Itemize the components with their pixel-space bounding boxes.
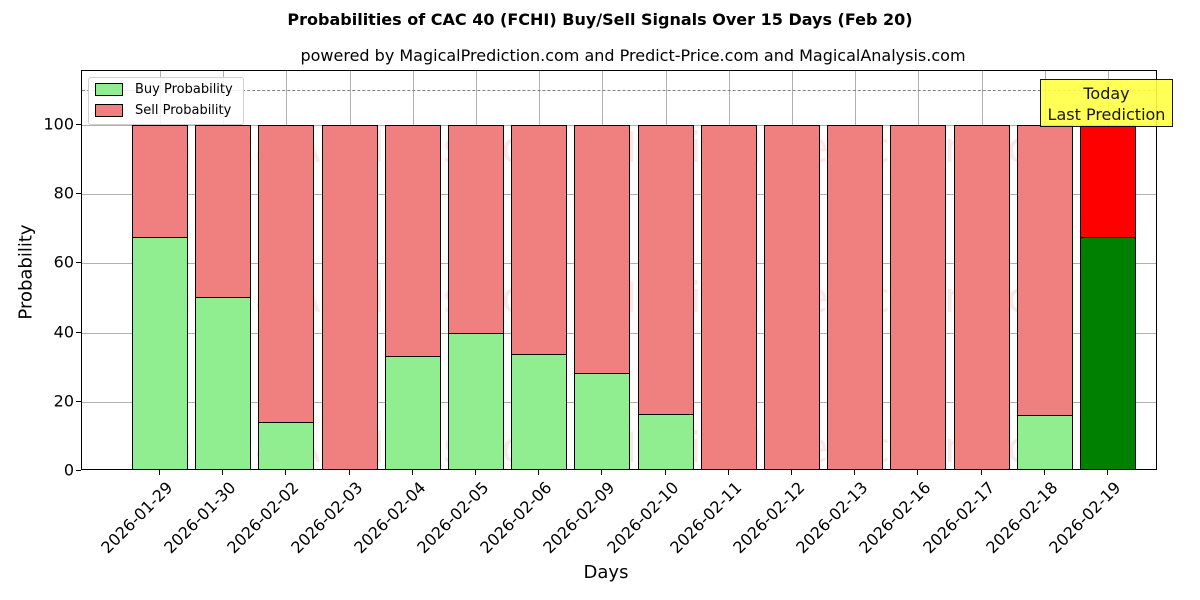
bar-2026-02-19 (1080, 71, 1136, 469)
sell-segment (511, 125, 568, 356)
x-tick-mark (1043, 470, 1045, 475)
x-tick-mark (222, 470, 224, 475)
y-tick-mark (76, 470, 81, 471)
y-tick-label: 0 (63, 460, 74, 480)
x-tick-mark (854, 470, 856, 475)
bar-2026-01-29 (132, 71, 188, 469)
plot-area: MagicalAnalysis.comMagicalPrediction.com… (81, 70, 1157, 470)
chart-subtitle: powered by MagicalPrediction.com and Pre… (300, 46, 966, 65)
annotation-line-2: Last Prediction (1047, 105, 1166, 124)
sell-segment (700, 125, 757, 469)
legend: Buy Probability Sell Probability (88, 77, 244, 125)
sell-segment (953, 125, 1010, 469)
bar-2026-02-05 (448, 71, 504, 469)
x-tick-mark (601, 470, 603, 475)
x-tick-mark (791, 470, 792, 475)
x-tick-mark (285, 470, 287, 475)
sell-segment (384, 125, 441, 358)
x-tick-mark (664, 470, 666, 475)
bar-2026-02-02 (258, 71, 315, 469)
x-tick-mark (475, 470, 476, 475)
y-tick-mark (76, 193, 81, 195)
x-tick-mark (159, 470, 160, 475)
y-tick-label: 80 (53, 183, 74, 203)
legend-label-sell: Sell Probability (135, 103, 232, 118)
legend-item-sell: Sell Probability (95, 103, 231, 118)
bar-2026-02-16 (890, 71, 947, 469)
buy-swatch-icon (95, 83, 123, 96)
y-tick-label: 60 (53, 252, 74, 272)
buy-segment (448, 332, 504, 469)
bar-2026-01-30 (195, 71, 252, 469)
buy-segment (1016, 414, 1073, 469)
sell-segment (1080, 125, 1136, 239)
sell-segment (448, 125, 504, 334)
buy-segment (637, 413, 694, 469)
today-annotation: Today Last Prediction (1040, 79, 1173, 127)
x-axis-label: Days (583, 562, 629, 583)
reference-line (82, 90, 1156, 92)
sell-segment (827, 125, 884, 469)
x-tick-mark (1107, 470, 1108, 475)
y-tick-mark (76, 400, 81, 402)
buy-segment (384, 356, 441, 469)
chart-title: Probabilities of CAC 40 (FCHI) Buy/Sell … (287, 10, 913, 29)
sell-segment (890, 125, 947, 469)
y-tick-label: 100 (43, 114, 74, 134)
bar-2026-02-03 (321, 71, 378, 469)
x-tick-mark (917, 470, 919, 475)
x-tick-mark (980, 470, 982, 475)
y-tick-label: 20 (53, 391, 74, 411)
bar-2026-02-11 (700, 71, 757, 469)
bar-2026-02-04 (384, 71, 441, 469)
buy-segment (574, 373, 631, 469)
x-tick-mark (348, 470, 350, 475)
legend-item-buy: Buy Probability (95, 82, 233, 97)
bar-2026-02-10 (637, 71, 694, 469)
sell-segment (764, 125, 820, 469)
x-tick-mark (727, 470, 729, 475)
sell-segment (1016, 125, 1073, 416)
x-tick-mark (411, 470, 413, 475)
bar-2026-02-06 (511, 71, 568, 469)
buy-segment (258, 421, 315, 469)
bar-2026-02-17 (953, 71, 1010, 469)
sell-segment (258, 125, 315, 423)
buy-segment (195, 296, 252, 469)
buy-segment (511, 354, 568, 469)
legend-label-buy: Buy Probability (135, 82, 233, 97)
bar-2026-02-13 (827, 71, 884, 469)
y-tick-mark (76, 124, 81, 125)
bar-2026-02-18 (1016, 71, 1073, 469)
annotation-line-1: Today (1083, 84, 1130, 103)
y-tick-mark (76, 262, 81, 264)
sell-segment (637, 125, 694, 415)
sell-segment (321, 125, 378, 469)
y-axis-label: Probability (15, 224, 37, 320)
x-tick-mark (538, 470, 540, 475)
y-tick-mark (76, 331, 81, 333)
sell-swatch-icon (95, 104, 123, 117)
buy-segment (1080, 237, 1136, 469)
y-tick-label: 40 (53, 322, 74, 342)
sell-segment (574, 125, 631, 375)
sell-segment (195, 125, 252, 298)
bar-2026-02-09 (574, 71, 631, 469)
bar-2026-02-12 (764, 71, 820, 469)
buy-segment (132, 237, 188, 469)
sell-segment (132, 125, 188, 239)
